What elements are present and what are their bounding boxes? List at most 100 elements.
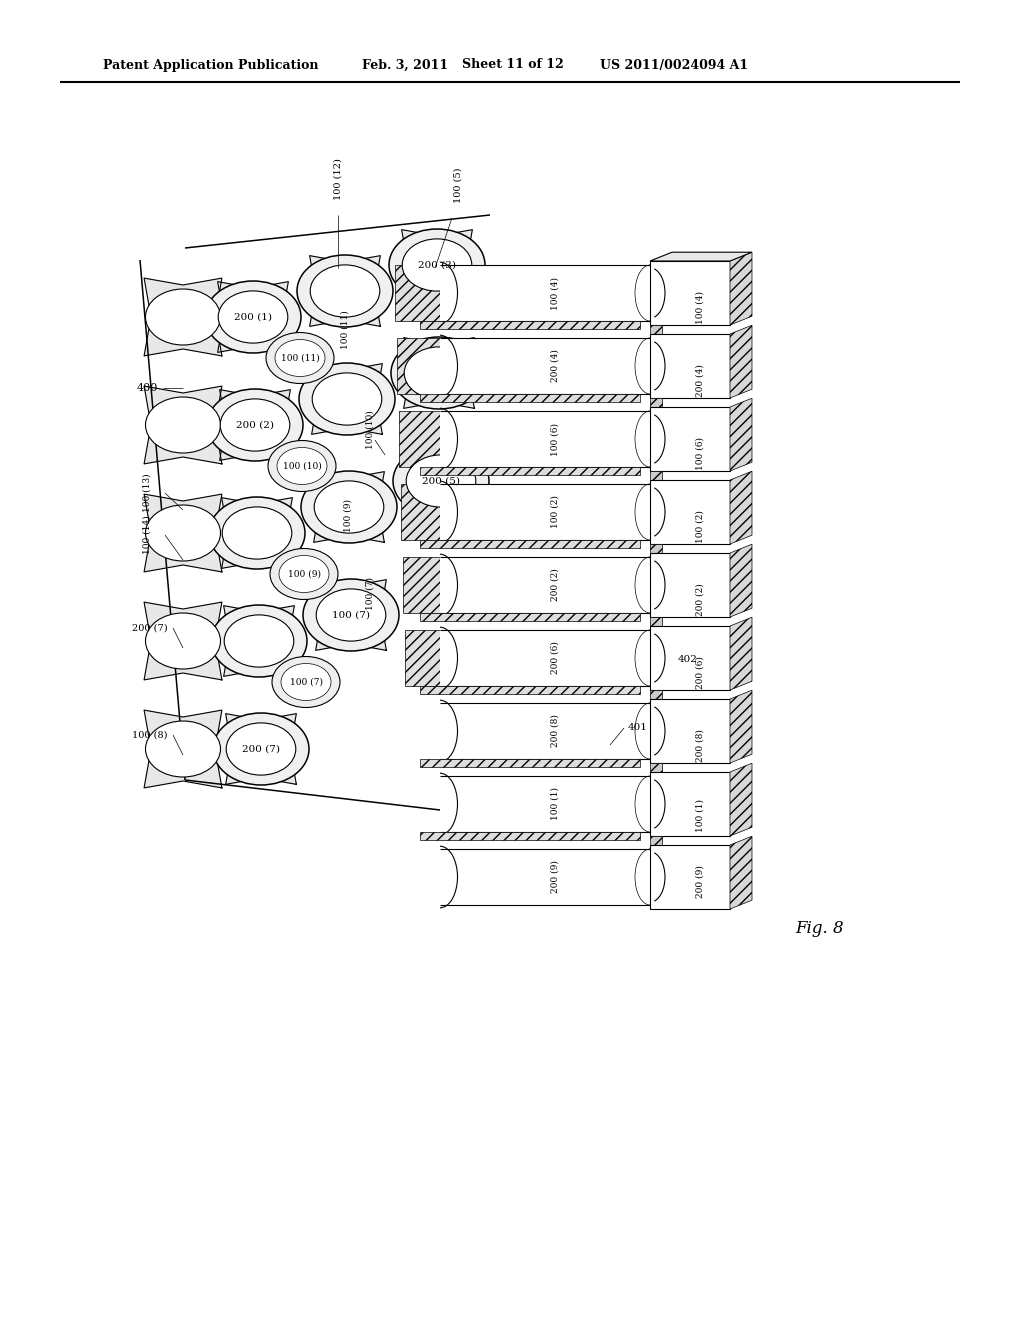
Ellipse shape xyxy=(272,656,340,708)
Polygon shape xyxy=(650,836,662,845)
Polygon shape xyxy=(399,411,440,467)
Text: 100 (4): 100 (4) xyxy=(551,276,559,309)
Polygon shape xyxy=(144,710,222,788)
Polygon shape xyxy=(650,616,662,626)
Polygon shape xyxy=(650,845,730,909)
Text: 100 (11): 100 (11) xyxy=(281,354,319,363)
Polygon shape xyxy=(420,393,640,403)
Text: 200 (1): 200 (1) xyxy=(234,313,272,322)
Text: 100 (9): 100 (9) xyxy=(343,499,352,532)
Ellipse shape xyxy=(213,713,309,785)
Polygon shape xyxy=(420,759,640,767)
Polygon shape xyxy=(420,832,640,840)
Text: 402: 402 xyxy=(678,656,698,664)
Ellipse shape xyxy=(218,290,288,343)
Ellipse shape xyxy=(299,363,395,436)
Ellipse shape xyxy=(226,723,296,775)
Text: Feb. 3, 2011: Feb. 3, 2011 xyxy=(362,58,449,71)
Text: 200 (6): 200 (6) xyxy=(551,642,559,675)
Ellipse shape xyxy=(145,289,220,345)
Polygon shape xyxy=(440,704,650,759)
Polygon shape xyxy=(406,630,440,686)
Polygon shape xyxy=(420,540,640,548)
Polygon shape xyxy=(440,265,650,321)
Polygon shape xyxy=(219,389,291,461)
Polygon shape xyxy=(225,714,296,784)
Text: 200 (3): 200 (3) xyxy=(418,260,456,269)
Ellipse shape xyxy=(275,339,325,376)
Ellipse shape xyxy=(224,615,294,667)
Ellipse shape xyxy=(211,605,307,677)
Text: 100 (14): 100 (14) xyxy=(143,516,152,554)
Text: 200 (5): 200 (5) xyxy=(422,477,460,486)
Polygon shape xyxy=(730,252,752,325)
Text: 200 (4): 200 (4) xyxy=(695,364,705,397)
Ellipse shape xyxy=(297,255,393,327)
Text: 100 (7): 100 (7) xyxy=(290,677,323,686)
Text: 200 (8): 200 (8) xyxy=(695,730,705,763)
Polygon shape xyxy=(311,363,382,434)
Polygon shape xyxy=(440,557,650,612)
Ellipse shape xyxy=(393,445,489,517)
Ellipse shape xyxy=(145,721,220,777)
Ellipse shape xyxy=(281,664,331,701)
Polygon shape xyxy=(730,325,752,399)
Polygon shape xyxy=(144,387,222,463)
Ellipse shape xyxy=(268,441,336,491)
Text: 100 (1): 100 (1) xyxy=(695,799,705,832)
Text: Patent Application Publication: Patent Application Publication xyxy=(103,58,318,71)
Polygon shape xyxy=(730,618,752,690)
Polygon shape xyxy=(730,544,752,616)
Polygon shape xyxy=(144,602,222,680)
Ellipse shape xyxy=(145,397,220,453)
Text: 200 (6): 200 (6) xyxy=(695,656,705,689)
Ellipse shape xyxy=(404,347,474,399)
Polygon shape xyxy=(440,776,650,832)
Polygon shape xyxy=(397,338,440,393)
Text: Sheet 11 of 12: Sheet 11 of 12 xyxy=(462,58,564,71)
Text: 200 (2): 200 (2) xyxy=(551,569,559,602)
Polygon shape xyxy=(420,612,640,620)
Polygon shape xyxy=(440,411,650,467)
Polygon shape xyxy=(406,446,476,516)
Polygon shape xyxy=(223,606,294,676)
Text: 100 (9): 100 (9) xyxy=(288,569,321,578)
Text: 200 (2): 200 (2) xyxy=(236,421,274,429)
Text: 400: 400 xyxy=(136,383,158,393)
Text: 100 (8): 100 (8) xyxy=(132,730,168,739)
Polygon shape xyxy=(440,338,650,393)
Polygon shape xyxy=(144,494,222,572)
Ellipse shape xyxy=(279,556,329,593)
Ellipse shape xyxy=(314,480,384,533)
Ellipse shape xyxy=(391,337,487,409)
Polygon shape xyxy=(440,484,650,540)
Ellipse shape xyxy=(407,455,476,507)
Ellipse shape xyxy=(310,265,380,317)
Text: 100 (6): 100 (6) xyxy=(695,437,705,470)
Text: 100 (12): 100 (12) xyxy=(334,158,342,201)
Polygon shape xyxy=(440,849,650,906)
Ellipse shape xyxy=(209,498,305,569)
Text: 200 (2): 200 (2) xyxy=(695,583,705,616)
Polygon shape xyxy=(650,252,752,261)
Polygon shape xyxy=(144,279,222,356)
Polygon shape xyxy=(730,471,752,544)
Text: 100 (10): 100 (10) xyxy=(366,411,375,449)
Polygon shape xyxy=(315,579,386,651)
Polygon shape xyxy=(650,480,730,544)
Ellipse shape xyxy=(402,239,472,292)
Polygon shape xyxy=(650,690,662,700)
Text: 100 (10): 100 (10) xyxy=(283,462,322,470)
Polygon shape xyxy=(650,407,730,471)
Polygon shape xyxy=(650,399,662,407)
Text: 100 (7): 100 (7) xyxy=(366,577,375,610)
Polygon shape xyxy=(650,763,662,772)
Text: 200 (7): 200 (7) xyxy=(242,744,280,754)
Ellipse shape xyxy=(303,579,399,651)
Ellipse shape xyxy=(205,281,301,352)
Polygon shape xyxy=(650,544,662,553)
Polygon shape xyxy=(650,626,730,690)
Text: 200 (4): 200 (4) xyxy=(551,350,559,383)
Text: 100 (6): 100 (6) xyxy=(551,422,559,455)
Text: 100 (2): 100 (2) xyxy=(551,495,559,528)
